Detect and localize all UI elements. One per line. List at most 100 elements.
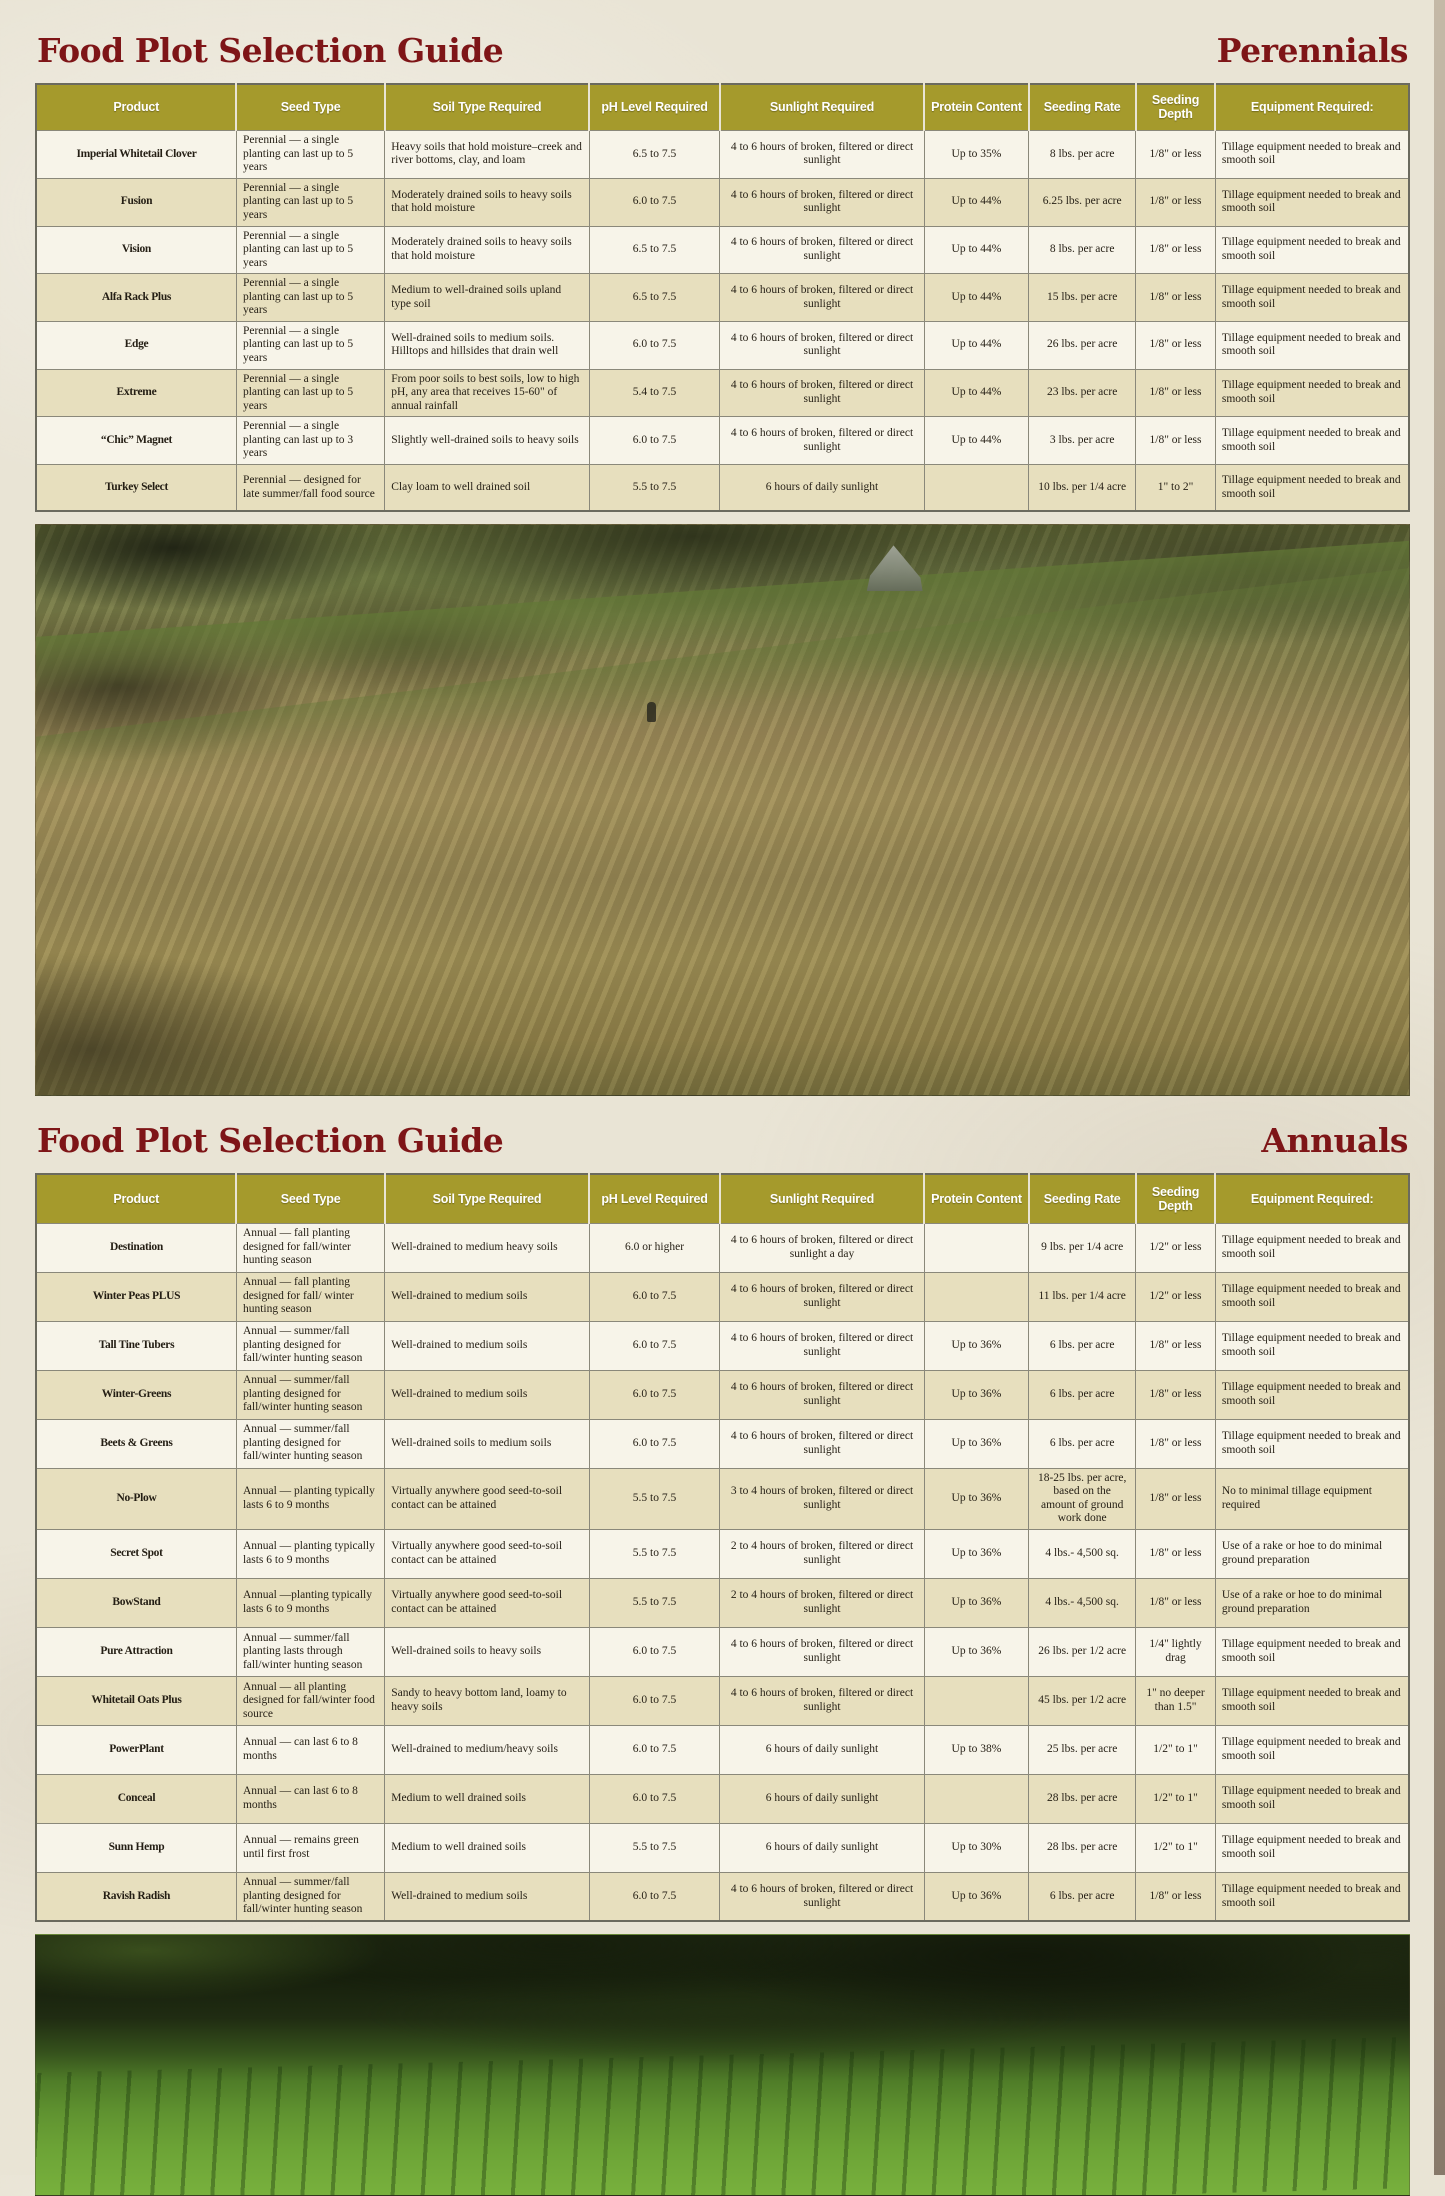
sunlight-cell: 4 to 6 hours of broken, filtered or dire… xyxy=(719,1626,925,1677)
table-row: Conceal Annual — can last 6 to 8 months Me… xyxy=(35,1773,1410,1824)
seed-type-cell: Annual — can last 6 to 8 months xyxy=(235,1773,386,1824)
seed-type-cell: Perennial — a single planting can last u… xyxy=(235,273,386,322)
equipment-cell: Tillage equipment needed to break and sm… xyxy=(1214,130,1410,179)
equipment-cell: Tillage equipment needed to break and sm… xyxy=(1214,273,1410,322)
column-header-seeding-depth: Seeding Depth xyxy=(1134,83,1216,131)
soil-type-cell: Well-drained to medium soils xyxy=(384,1369,590,1420)
seed-type-cell: Annual — summer/fall planting designed f… xyxy=(235,1320,386,1371)
product-cell: Sunn Hemp xyxy=(35,1822,237,1873)
rate-cell: 26 lbs. per 1/2 acre xyxy=(1028,1626,1137,1677)
equipment-cell: Tillage equipment needed to break and sm… xyxy=(1214,225,1410,275)
ph-cell: 6.0 to 7.5 xyxy=(588,1320,721,1371)
product-cell: Edge xyxy=(35,320,237,370)
seed-type-cell: Annual — planting typically lasts 6 to 9… xyxy=(235,1528,386,1579)
rate-cell: 4 lbs.- 4,500 sq. xyxy=(1028,1577,1137,1628)
product-cell: No-Plow xyxy=(35,1467,237,1530)
column-header-equipment: Equipment Required: xyxy=(1214,83,1409,131)
product-cell: Alfa Rack Plus xyxy=(35,273,237,322)
equipment-cell: Use of a rake or hoe to do minimal groun… xyxy=(1214,1528,1410,1579)
seed-type-cell: Annual — fall planting designed for fall… xyxy=(235,1271,386,1322)
protein-cell: Up to 44% xyxy=(923,225,1030,275)
depth-cell: 1/8" or less xyxy=(1135,416,1216,465)
rate-cell: 45 lbs. per 1/2 acre xyxy=(1028,1675,1137,1726)
annuals-table: Product Seed Type Soil Type Required pH … xyxy=(35,1173,1410,1923)
rate-cell: 28 lbs. per acre xyxy=(1028,1822,1137,1873)
rate-cell: 6 lbs. per acre xyxy=(1028,1418,1137,1469)
column-header-seed-type: Seed Type xyxy=(235,83,385,131)
product-cell: Turkey Select xyxy=(35,463,237,512)
rate-cell: 6 lbs. per acre xyxy=(1028,1871,1137,1922)
table-row: Secret Spot Annual — planting typically l… xyxy=(35,1528,1410,1579)
crop-rows xyxy=(36,2036,1409,2196)
table-row: Winter-Greens Annual — summer/fall planti… xyxy=(35,1369,1410,1420)
soil-type-cell: Sandy to heavy bottom land, loamy to hea… xyxy=(384,1675,590,1726)
depth-cell: 1/2" or less xyxy=(1135,1222,1216,1273)
protein-cell xyxy=(923,1773,1030,1824)
column-header-ph-level: pH Level Required xyxy=(588,1174,720,1224)
soil-type-cell: Slightly well-drained soils to heavy soi… xyxy=(384,416,590,465)
depth-cell: 1/8" or less xyxy=(1135,1577,1216,1628)
table-row: Destination Annual — fall planting design… xyxy=(35,1222,1410,1273)
depth-cell: 1/8" or less xyxy=(1135,1467,1216,1530)
protein-cell: Up to 36% xyxy=(923,1577,1030,1628)
annuals-subtitle: Annuals xyxy=(1261,1121,1408,1161)
table-row: Pure Attraction Annual — summer/fall plan… xyxy=(35,1626,1410,1677)
sunlight-cell: 4 to 6 hours of broken, filtered or dire… xyxy=(719,320,925,370)
equipment-cell: Tillage equipment needed to break and sm… xyxy=(1214,320,1410,370)
column-header-sunlight: Sunlight Required xyxy=(718,1174,925,1224)
perennials-field-photo xyxy=(35,524,1410,1097)
annuals-section-header: Food Plot Selection Guide Annuals xyxy=(37,1096,1408,1159)
protein-cell xyxy=(923,463,1030,512)
soil-type-cell: Well-drained to medium soils xyxy=(384,1871,590,1922)
seed-type-cell: Annual — summer/fall planting designed f… xyxy=(235,1369,386,1420)
soil-type-cell: Medium to well drained soils xyxy=(384,1822,590,1873)
equipment-cell: Tillage equipment needed to break and sm… xyxy=(1214,177,1410,227)
sunlight-cell: 4 to 6 hours of broken, filtered or dire… xyxy=(719,1871,925,1922)
ph-cell: 5.5 to 7.5 xyxy=(588,1467,721,1530)
table-row: Edge Perennial — a single planting can la… xyxy=(35,320,1410,370)
sunlight-cell: 6 hours of daily sunlight xyxy=(719,1724,925,1775)
equipment-cell: Tillage equipment needed to break and sm… xyxy=(1214,1222,1410,1273)
table-row: Whitetail Oats Plus Annual — all planting… xyxy=(35,1675,1410,1726)
sunlight-cell: 6 hours of daily sunlight xyxy=(719,463,925,512)
hunting-blind xyxy=(866,545,923,592)
seed-type-cell: Perennial — a single planting can last u… xyxy=(235,368,386,418)
depth-cell: 1/8" or less xyxy=(1135,177,1216,227)
seed-type-cell: Annual — all planting designed for fall/… xyxy=(235,1675,386,1726)
equipment-cell: Tillage equipment needed to break and sm… xyxy=(1214,1724,1410,1775)
soil-type-cell: Virtually anywhere good seed-to-soil con… xyxy=(384,1528,590,1579)
person-figure xyxy=(646,702,656,723)
protein-cell: Up to 44% xyxy=(923,368,1030,418)
column-header-sunlight: Sunlight Required xyxy=(718,83,925,131)
seed-type-cell: Perennial — a single planting can last u… xyxy=(235,416,386,465)
sunlight-cell: 4 to 6 hours of broken, filtered or dire… xyxy=(719,225,925,275)
equipment-cell: Tillage equipment needed to break and sm… xyxy=(1214,463,1410,512)
protein-cell: Up to 44% xyxy=(923,416,1030,465)
sunlight-cell: 2 to 4 hours of broken, filtered or dire… xyxy=(719,1528,925,1579)
seed-type-cell: Annual — summer/fall planting designed f… xyxy=(235,1418,386,1469)
product-cell: Secret Spot xyxy=(35,1528,237,1579)
equipment-cell: Tillage equipment needed to break and sm… xyxy=(1214,1418,1410,1469)
rate-cell: 28 lbs. per acre xyxy=(1028,1773,1137,1824)
annuals-table-header: Product Seed Type Soil Type Required pH … xyxy=(36,1174,1409,1224)
table-row: Sunn Hemp Annual — remains green until fi… xyxy=(35,1822,1410,1873)
ph-cell: 6.5 to 7.5 xyxy=(588,273,721,322)
protein-cell: Up to 35% xyxy=(923,130,1030,179)
ph-cell: 6.0 to 7.5 xyxy=(588,177,721,227)
soil-type-cell: Moderately drained soils to heavy soils … xyxy=(384,177,590,227)
depth-cell: 1/2" or less xyxy=(1135,1271,1216,1322)
table-row: Winter Peas PLUS Annual — fall planting d… xyxy=(35,1271,1410,1322)
depth-cell: 1/8" or less xyxy=(1135,225,1216,275)
rate-cell: 8 lbs. per acre xyxy=(1028,130,1137,179)
equipment-cell: Tillage equipment needed to break and sm… xyxy=(1214,1320,1410,1371)
column-header-equipment: Equipment Required: xyxy=(1214,1174,1409,1224)
soil-type-cell: Virtually anywhere good seed-to-soil con… xyxy=(384,1577,590,1628)
ph-cell: 6.0 to 7.5 xyxy=(588,1871,721,1922)
protein-cell: Up to 30% xyxy=(923,1822,1030,1873)
soil-type-cell: Medium to well-drained soils upland type… xyxy=(384,273,590,322)
rate-cell: 25 lbs. per acre xyxy=(1028,1724,1137,1775)
rate-cell: 23 lbs. per acre xyxy=(1028,368,1137,418)
column-header-soil-type: Soil Type Required xyxy=(383,83,590,131)
sunlight-cell: 4 to 6 hours of broken, filtered or dire… xyxy=(719,273,925,322)
product-cell: Extreme xyxy=(35,368,237,418)
